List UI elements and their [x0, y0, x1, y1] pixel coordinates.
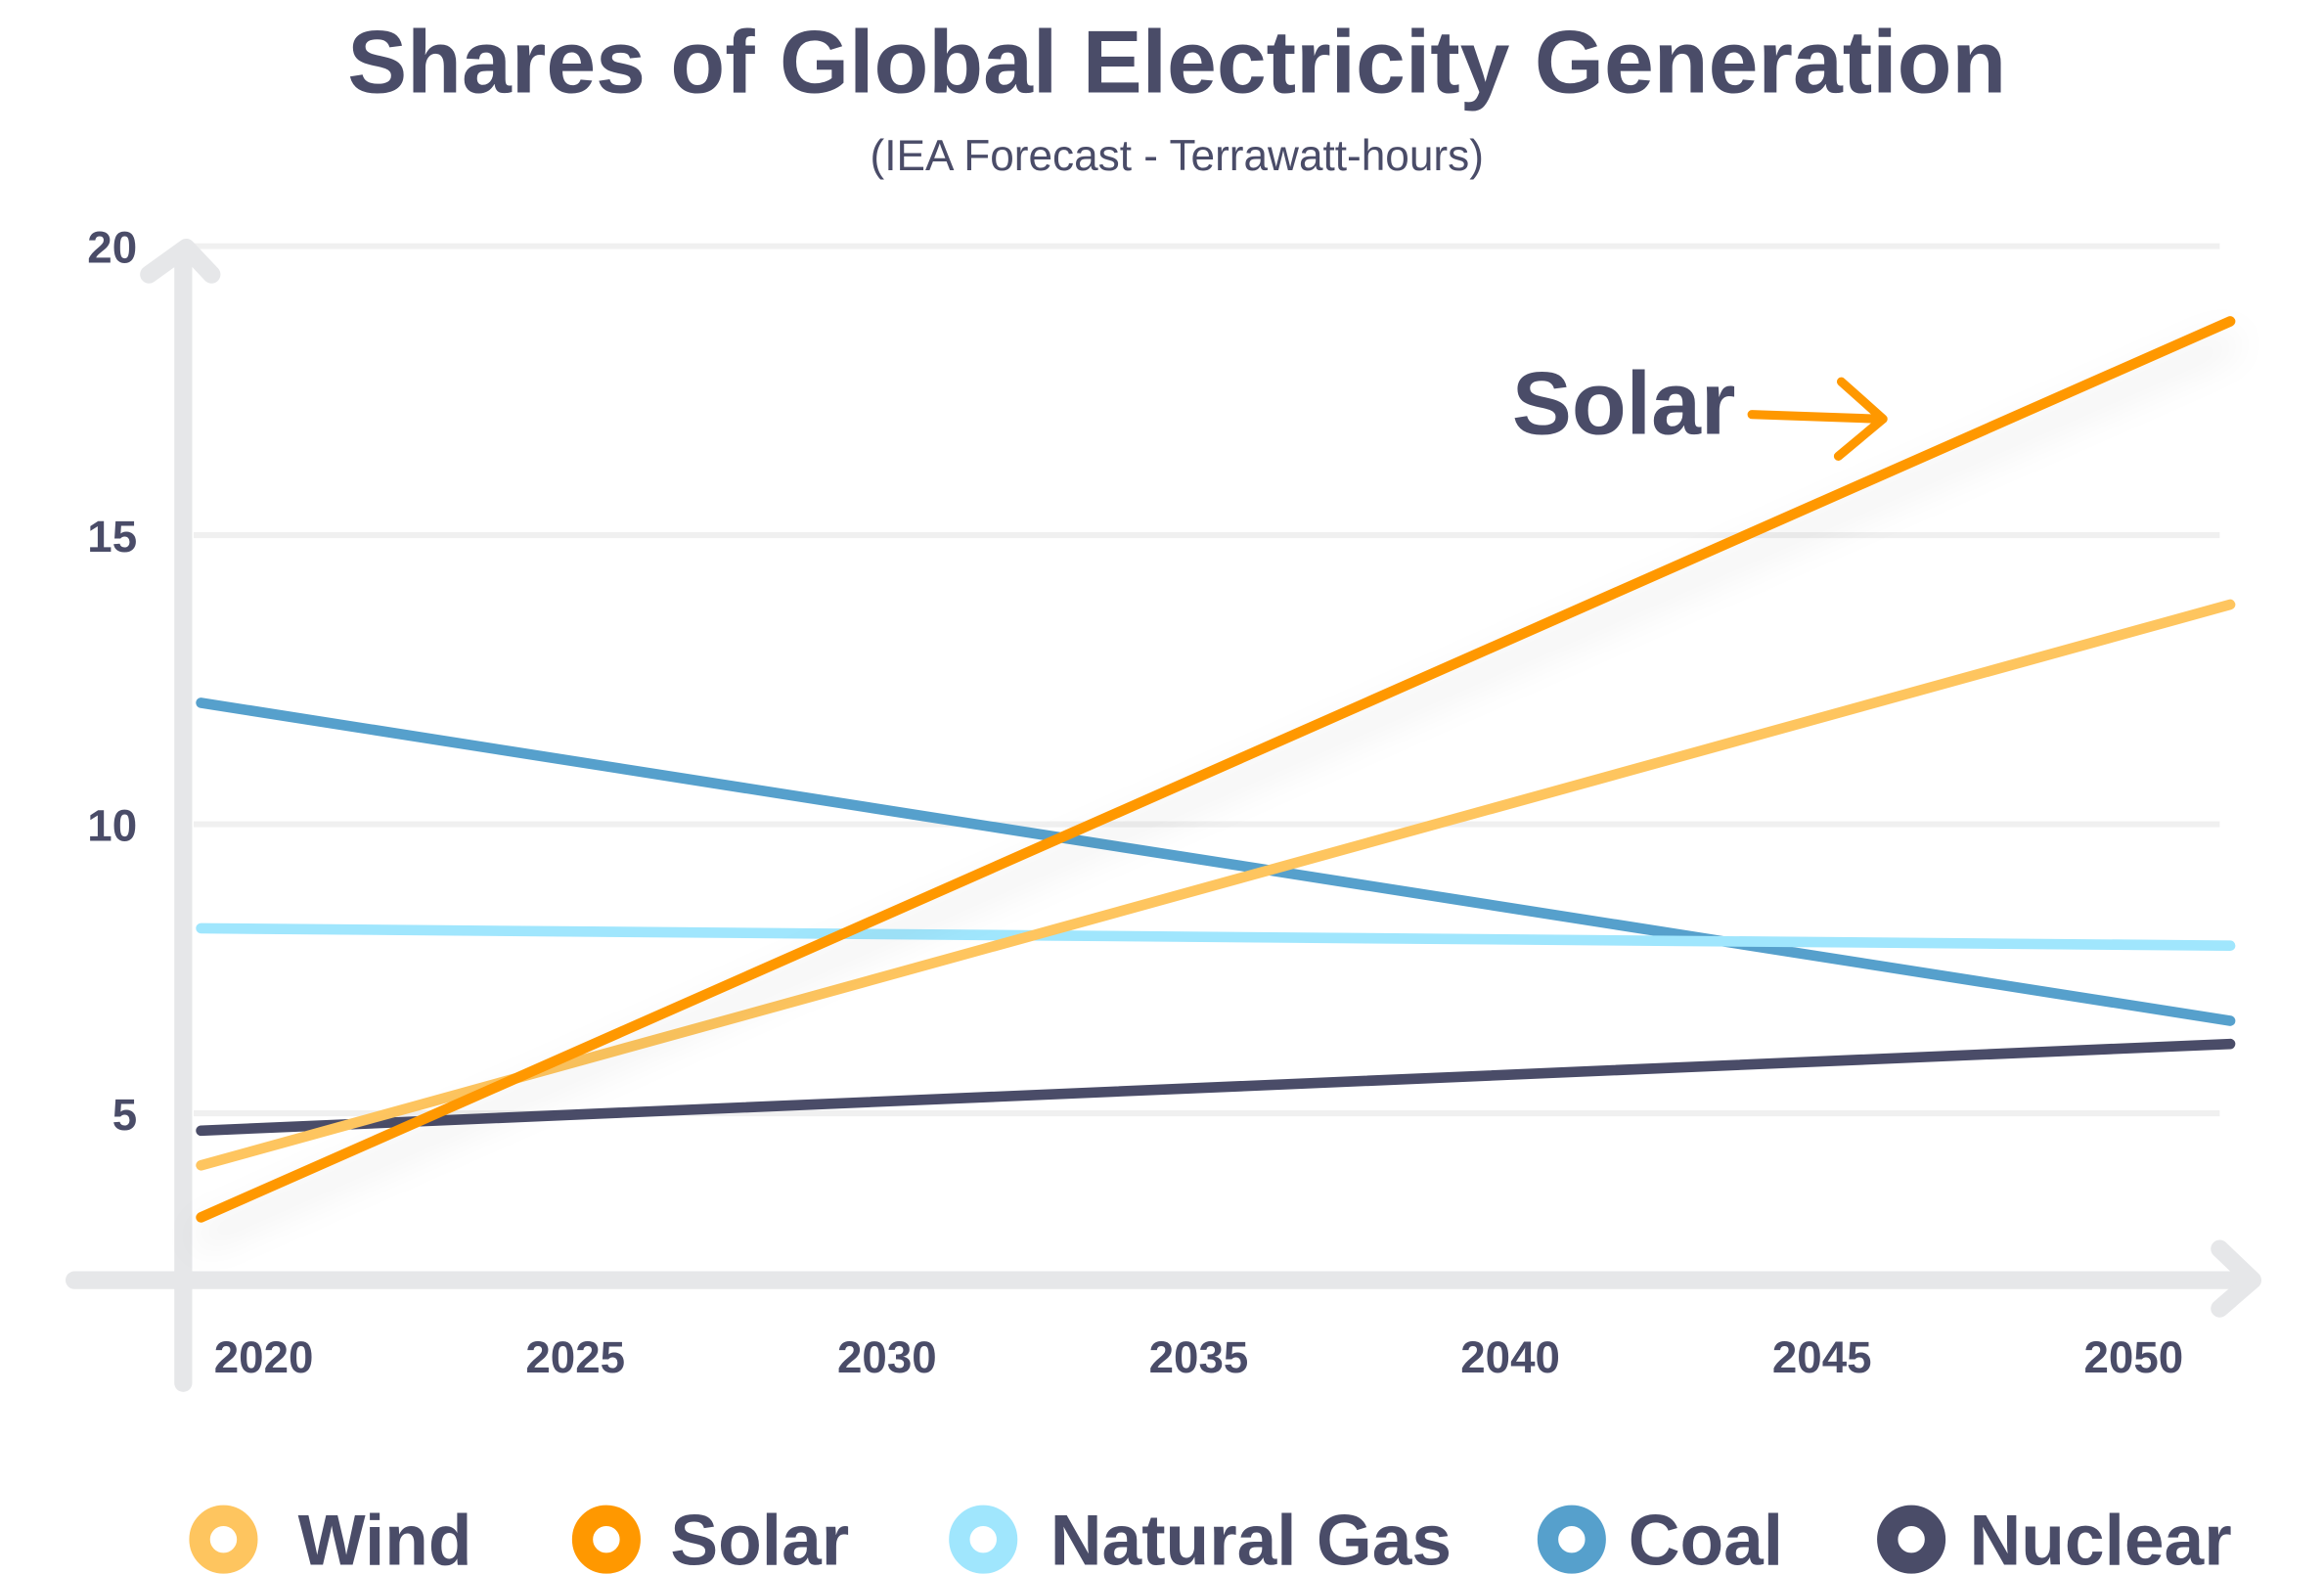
solar-annotation: Solar: [1512, 354, 1888, 461]
legend-marker-icon: [571, 1505, 641, 1574]
y-tick-labels: 5 10 15 20: [87, 222, 137, 1139]
legend: Wind Solar Natural Gas Coal Nuclear: [189, 1502, 2232, 1574]
legend-label: Wind: [298, 1502, 472, 1574]
legend-marker-icon: [189, 1505, 258, 1574]
series-line-solar: [196, 316, 2236, 1223]
legend-label: Nuclear: [1970, 1502, 2232, 1574]
legend-label: Coal: [1629, 1502, 1783, 1574]
x-tick-label: 2030: [837, 1332, 937, 1382]
x-tick-label: 2040: [1460, 1332, 1560, 1382]
x-axis-arrowhead: [2211, 1239, 2262, 1318]
legend-item-solar: Solar: [571, 1502, 849, 1574]
x-tick-labels: 2020 2025 2030 2035 2040 2045 2050: [214, 1332, 2183, 1382]
legend-label: Natural Gas: [1050, 1502, 1452, 1574]
chart-title: Shares of Global Electricity Generation: [347, 13, 2006, 112]
x-tick-label: 2045: [1772, 1332, 1872, 1382]
legend-marker-icon: [1537, 1505, 1606, 1574]
series-lines: [196, 316, 2236, 1223]
series-line-nuclear: [196, 1038, 2236, 1137]
x-tick-label: 2025: [525, 1332, 625, 1382]
gridlines: [194, 243, 2220, 1117]
y-tick-label: 10: [87, 800, 137, 850]
legend-item-nuclear: Nuclear: [1877, 1502, 2232, 1574]
x-tick-label: 2020: [214, 1332, 314, 1382]
legend-marker-icon: [949, 1505, 1018, 1574]
legend-item-natural-gas: Natural Gas: [949, 1502, 1452, 1574]
legend-item-wind: Wind: [189, 1502, 472, 1574]
legend-label: Solar: [670, 1502, 849, 1574]
series-line-coal: [196, 697, 2236, 1026]
annotation-arrowhead-icon: [1833, 377, 1888, 461]
y-tick-label: 5: [112, 1090, 137, 1140]
legend-item-coal: Coal: [1537, 1502, 1783, 1574]
y-axis-arrowhead: [140, 239, 221, 284]
x-tick-label: 2050: [2084, 1332, 2184, 1382]
chart-subtitle: (IEA Forecast - Terrawatt-hours): [871, 132, 1484, 180]
annotation-label: Solar: [1512, 354, 1736, 454]
x-tick-label: 2035: [1149, 1332, 1249, 1382]
legend-marker-icon: [1877, 1505, 1946, 1574]
annotation-arrow-icon: [1747, 410, 1885, 424]
axes: [66, 239, 2262, 1392]
y-tick-label: 15: [87, 512, 137, 562]
series-line-natural-gas: [196, 922, 2236, 952]
y-tick-label: 20: [87, 222, 137, 272]
